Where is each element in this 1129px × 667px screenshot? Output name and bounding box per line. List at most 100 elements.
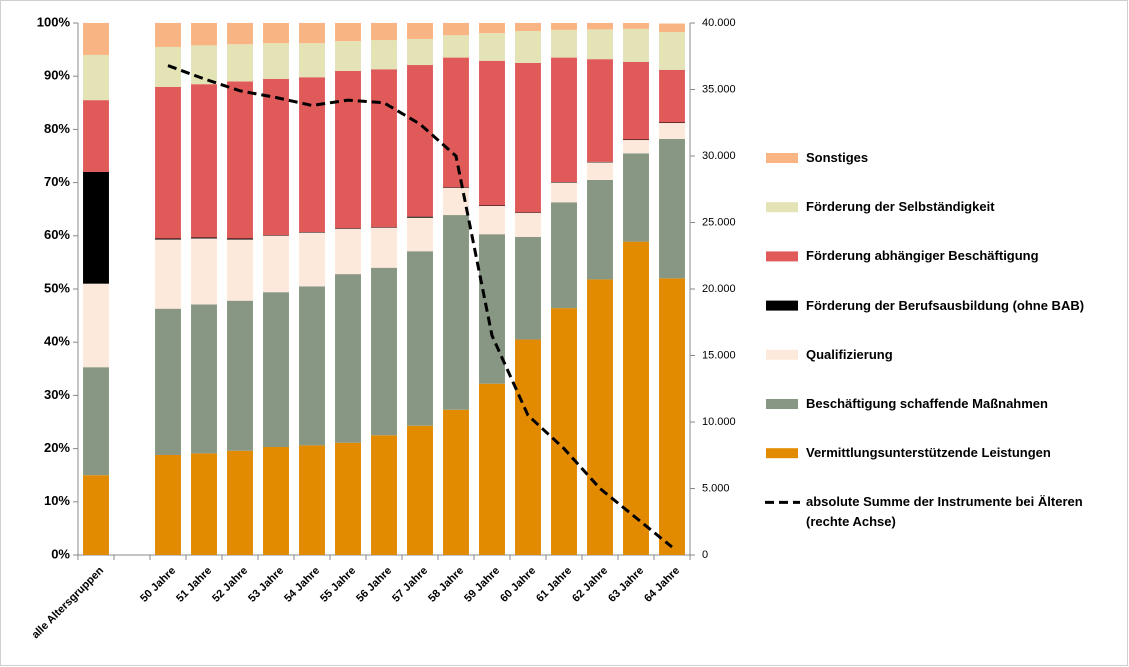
bar-segment	[479, 60, 505, 206]
bar-segment	[263, 447, 289, 555]
x-tick-label: 54 Jahre	[282, 565, 322, 605]
bar-segment	[335, 41, 361, 71]
y-tick-label: 50%	[44, 280, 70, 295]
bar-segment	[335, 228, 361, 275]
y-tick-label: 20%	[44, 440, 70, 455]
bar-segment	[83, 171, 109, 284]
bar-segment	[479, 234, 505, 384]
bar-segment	[227, 23, 253, 45]
bar-segment	[659, 123, 685, 139]
bar-segment	[227, 239, 253, 301]
bar-segment	[443, 409, 469, 555]
y2-tick-label: 40.000	[702, 17, 736, 29]
bar-segment	[83, 23, 109, 55]
y2-tick-label: 0	[702, 549, 708, 561]
bar-segment	[551, 308, 577, 555]
x-tick-label: 63 Jahre	[606, 565, 646, 605]
bar-segment	[515, 30, 541, 63]
legend-swatch	[766, 202, 798, 213]
bar-segment	[479, 23, 505, 34]
bar-segment	[155, 238, 181, 240]
bar-segment	[263, 292, 289, 448]
bar-segment	[587, 161, 613, 163]
x-tick-label: 51 Jahre	[174, 565, 214, 605]
bar-segment	[227, 238, 253, 240]
y2-tick-label: 10.000	[702, 416, 736, 428]
y-tick-label: 40%	[44, 334, 70, 349]
x-tick-label: 55 Jahre	[318, 565, 358, 605]
bar-segment	[443, 187, 469, 188]
legend-swatch	[766, 300, 798, 311]
y2-tick-label: 5.000	[702, 482, 730, 494]
bar-segment	[371, 23, 397, 41]
x-tick-label: 62 Jahre	[570, 565, 610, 605]
bar-segment	[515, 236, 541, 340]
y2-tick-label: 35.000	[702, 83, 736, 95]
y2-tick-label: 30.000	[702, 150, 736, 162]
bar-segment	[83, 100, 109, 172]
y-tick-label: 10%	[44, 493, 70, 508]
bar-segment	[371, 40, 397, 70]
bar-segment	[623, 28, 649, 62]
bar-segment	[443, 57, 469, 188]
bar-segment	[515, 212, 541, 213]
line-series	[167, 64, 673, 549]
legend-swatch	[766, 153, 798, 163]
bar-segment	[551, 202, 577, 309]
bar-segment	[551, 57, 577, 183]
x-tick-label: alle Altersgruppen	[30, 564, 107, 641]
bar-segment	[443, 215, 469, 410]
bar-segment	[83, 283, 109, 368]
bar-segment	[479, 33, 505, 61]
y2-tick-label: 20.000	[702, 283, 736, 295]
bar-segment	[227, 44, 253, 82]
bar-segment	[155, 239, 181, 309]
bar-segment	[587, 162, 613, 180]
bar-segment	[371, 69, 397, 228]
bar-segment	[155, 23, 181, 47]
x-tick-label: 53 Jahre	[246, 565, 286, 605]
bar-segment	[83, 475, 109, 555]
bar-segment	[335, 23, 361, 42]
bar-segment	[407, 217, 433, 252]
bar-segment	[335, 274, 361, 443]
bar-segment	[479, 205, 505, 207]
x-tick-label: 59 Jahre	[462, 565, 502, 605]
bar-segment	[191, 237, 217, 239]
x-tick-label: 56 Jahre	[354, 565, 394, 605]
bar-segment	[371, 435, 397, 555]
bar-segment	[299, 286, 325, 446]
legend-label: Qualifizierung	[806, 346, 893, 362]
bar-segment	[515, 339, 541, 555]
legend-label: Sonstiges	[806, 150, 869, 165]
bar-segment	[659, 122, 685, 124]
bar-segment	[443, 23, 469, 36]
x-tick-label: 52 Jahre	[210, 565, 250, 605]
bar-segment	[191, 84, 217, 238]
y-tick-label: 60%	[44, 227, 70, 242]
bar-segment	[371, 227, 397, 228]
bar-segment	[587, 59, 613, 162]
legend-swatch	[766, 251, 798, 262]
bar-segment	[587, 179, 613, 280]
y-tick-label: 90%	[44, 68, 70, 83]
bar-segment	[587, 23, 613, 30]
bar-segment	[623, 23, 649, 29]
bar-segment	[407, 23, 433, 39]
bar-segment	[191, 453, 217, 555]
bar-segment	[515, 23, 541, 31]
y2-tick-label: 15.000	[702, 349, 736, 361]
bar-segment	[515, 212, 541, 237]
x-tick-label: 58 Jahre	[426, 565, 466, 605]
bar-segment	[443, 35, 469, 58]
bar-segment	[407, 65, 433, 217]
bar-segment	[191, 304, 217, 454]
bar-segment	[299, 445, 325, 555]
bar-segment	[335, 228, 361, 229]
bar-segment	[623, 241, 649, 556]
bar-segment	[479, 206, 505, 235]
bar-segment	[335, 70, 361, 229]
